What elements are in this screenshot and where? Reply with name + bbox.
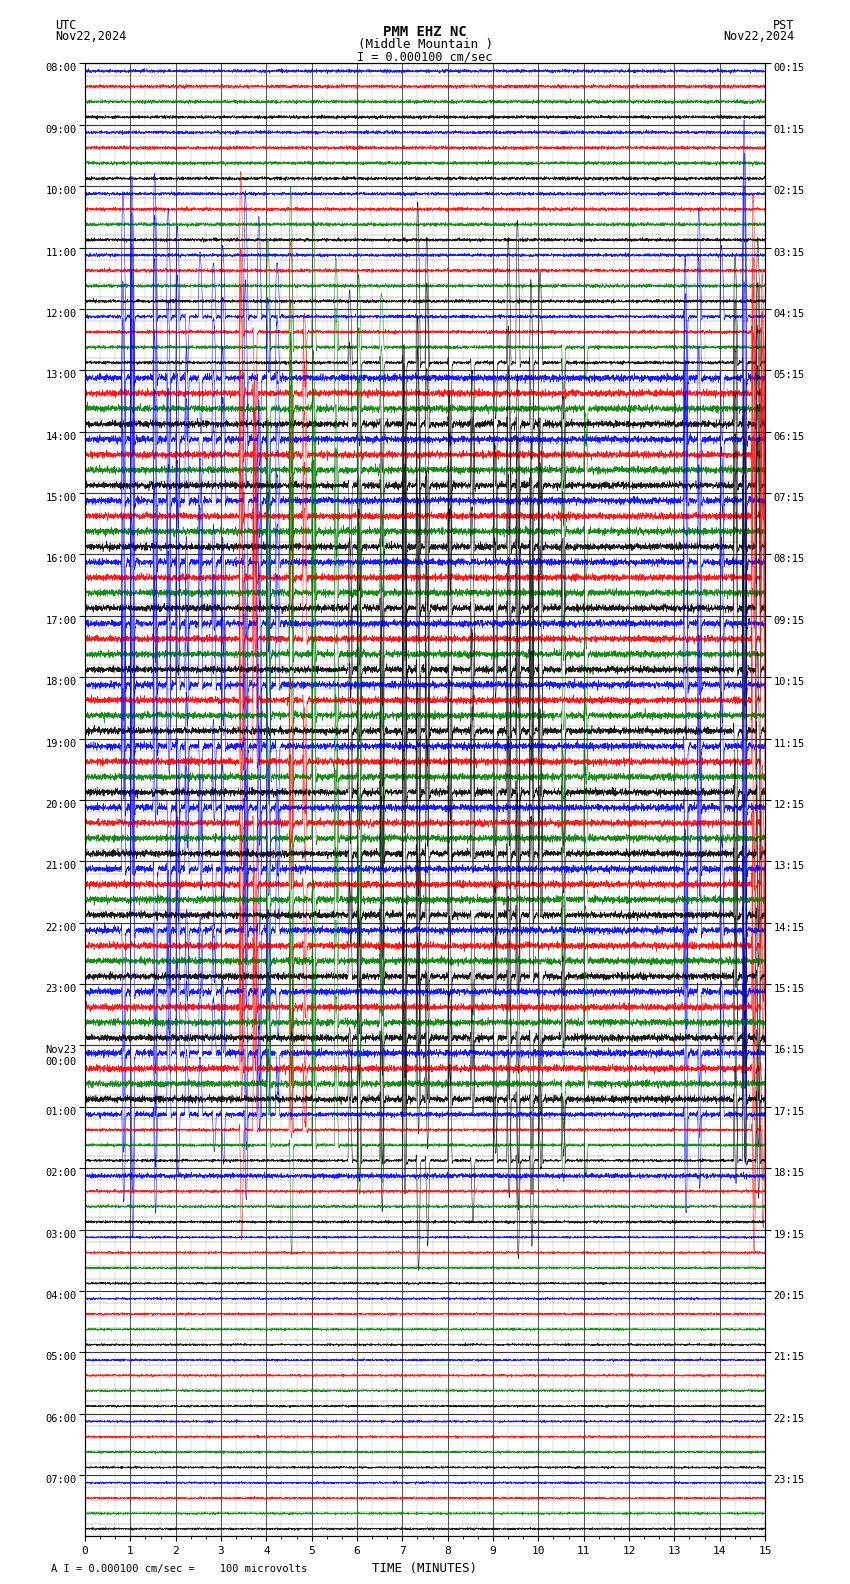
Text: A I = 0.000100 cm/sec =    100 microvolts: A I = 0.000100 cm/sec = 100 microvolts [51, 1565, 307, 1574]
Text: UTC: UTC [55, 19, 76, 32]
Text: PST: PST [774, 19, 795, 32]
X-axis label: TIME (MINUTES): TIME (MINUTES) [372, 1562, 478, 1574]
Text: I = 0.000100 cm/sec: I = 0.000100 cm/sec [357, 51, 493, 63]
Text: Nov22,2024: Nov22,2024 [723, 30, 795, 43]
Text: PMM EHZ NC: PMM EHZ NC [383, 25, 467, 40]
Text: (Middle Mountain ): (Middle Mountain ) [358, 38, 492, 51]
Text: Nov22,2024: Nov22,2024 [55, 30, 127, 43]
